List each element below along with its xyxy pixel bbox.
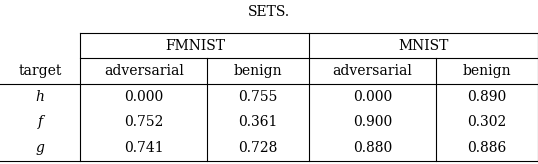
Text: SETS.: SETS. (248, 5, 290, 19)
Text: 0.000: 0.000 (124, 90, 164, 104)
Text: benign: benign (234, 64, 282, 78)
Text: 0.880: 0.880 (353, 141, 392, 155)
Text: g: g (36, 141, 45, 155)
Text: 0.302: 0.302 (468, 115, 507, 129)
Text: 0.000: 0.000 (353, 90, 392, 104)
Text: FMNIST: FMNIST (165, 39, 225, 53)
Text: adversarial: adversarial (332, 64, 413, 78)
Text: 0.755: 0.755 (238, 90, 278, 104)
Text: benign: benign (463, 64, 511, 78)
Text: h: h (36, 90, 45, 104)
Text: 0.728: 0.728 (238, 141, 278, 155)
Text: 0.741: 0.741 (124, 141, 164, 155)
Text: 0.361: 0.361 (238, 115, 278, 129)
Text: 0.890: 0.890 (468, 90, 507, 104)
Text: target: target (18, 64, 62, 78)
Text: 0.752: 0.752 (124, 115, 164, 129)
Text: 0.900: 0.900 (353, 115, 392, 129)
Text: f: f (38, 115, 43, 129)
Text: MNIST: MNIST (399, 39, 449, 53)
Text: 0.886: 0.886 (468, 141, 507, 155)
Text: adversarial: adversarial (104, 64, 183, 78)
